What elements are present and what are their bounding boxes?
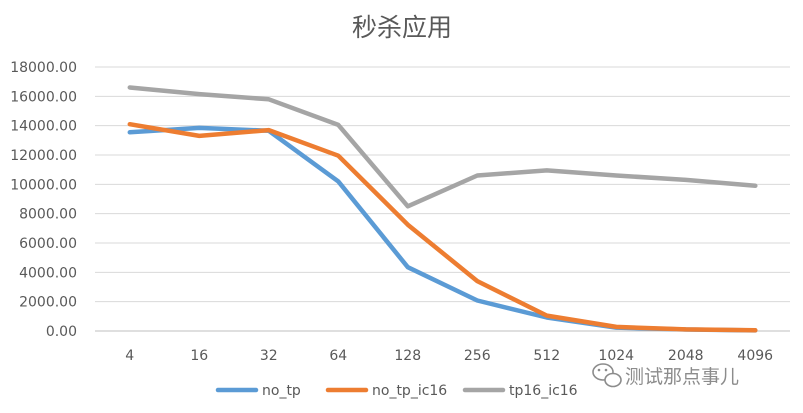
y-tick-label: 8000.00 bbox=[19, 207, 77, 223]
series-line-tp16_ic16 bbox=[127, 85, 758, 209]
legend-label: tp16_ic16 bbox=[509, 383, 578, 399]
x-tick-label: 1024 bbox=[598, 348, 634, 364]
x-tick-label: 4096 bbox=[737, 348, 773, 364]
watermark: 测试那点事儿 bbox=[592, 363, 739, 388]
legend: no_tp no_tp_ic16 tp16_ic16 bbox=[215, 383, 578, 399]
y-axis-ticks: 0.00 2000.00 4000.00 6000.00 8000.00 10000.00… bbox=[10, 60, 77, 340]
x-tick-label: 2048 bbox=[668, 348, 704, 364]
x-tick-label: 16 bbox=[190, 348, 208, 364]
x-tick-label: 4 bbox=[125, 348, 134, 364]
y-tick-label: 10000.00 bbox=[10, 177, 77, 193]
chart-title: 秒杀应用 bbox=[352, 13, 452, 42]
y-tick-label: 12000.00 bbox=[10, 148, 77, 164]
legend-label: no_tp_ic16 bbox=[372, 383, 447, 399]
x-tick-label: 32 bbox=[260, 348, 278, 364]
series-lines bbox=[127, 85, 758, 333]
y-tick-label: 4000.00 bbox=[19, 265, 77, 281]
x-tick-label: 512 bbox=[533, 348, 560, 364]
legend-label: no_tp bbox=[262, 383, 301, 399]
watermark-text: 测试那点事儿 bbox=[625, 366, 739, 388]
x-axis-ticks: 4 16 32 64 128 256 512 1024 2048 4096 bbox=[125, 348, 773, 364]
series-line-no_tp_ic16 bbox=[127, 121, 758, 333]
y-tick-label: 18000.00 bbox=[10, 60, 77, 76]
gridlines bbox=[95, 66, 790, 332]
series-line-no_tp bbox=[127, 125, 758, 333]
wechat-icon bbox=[592, 363, 622, 388]
y-tick-label: 0.00 bbox=[46, 324, 77, 340]
y-tick-label: 16000.00 bbox=[10, 89, 77, 105]
y-tick-label: 2000.00 bbox=[19, 295, 77, 311]
x-tick-label: 256 bbox=[464, 348, 491, 364]
y-tick-label: 14000.00 bbox=[10, 119, 77, 135]
x-tick-label: 64 bbox=[329, 348, 347, 364]
y-tick-label: 6000.00 bbox=[19, 236, 77, 252]
x-tick-label: 128 bbox=[394, 348, 421, 364]
